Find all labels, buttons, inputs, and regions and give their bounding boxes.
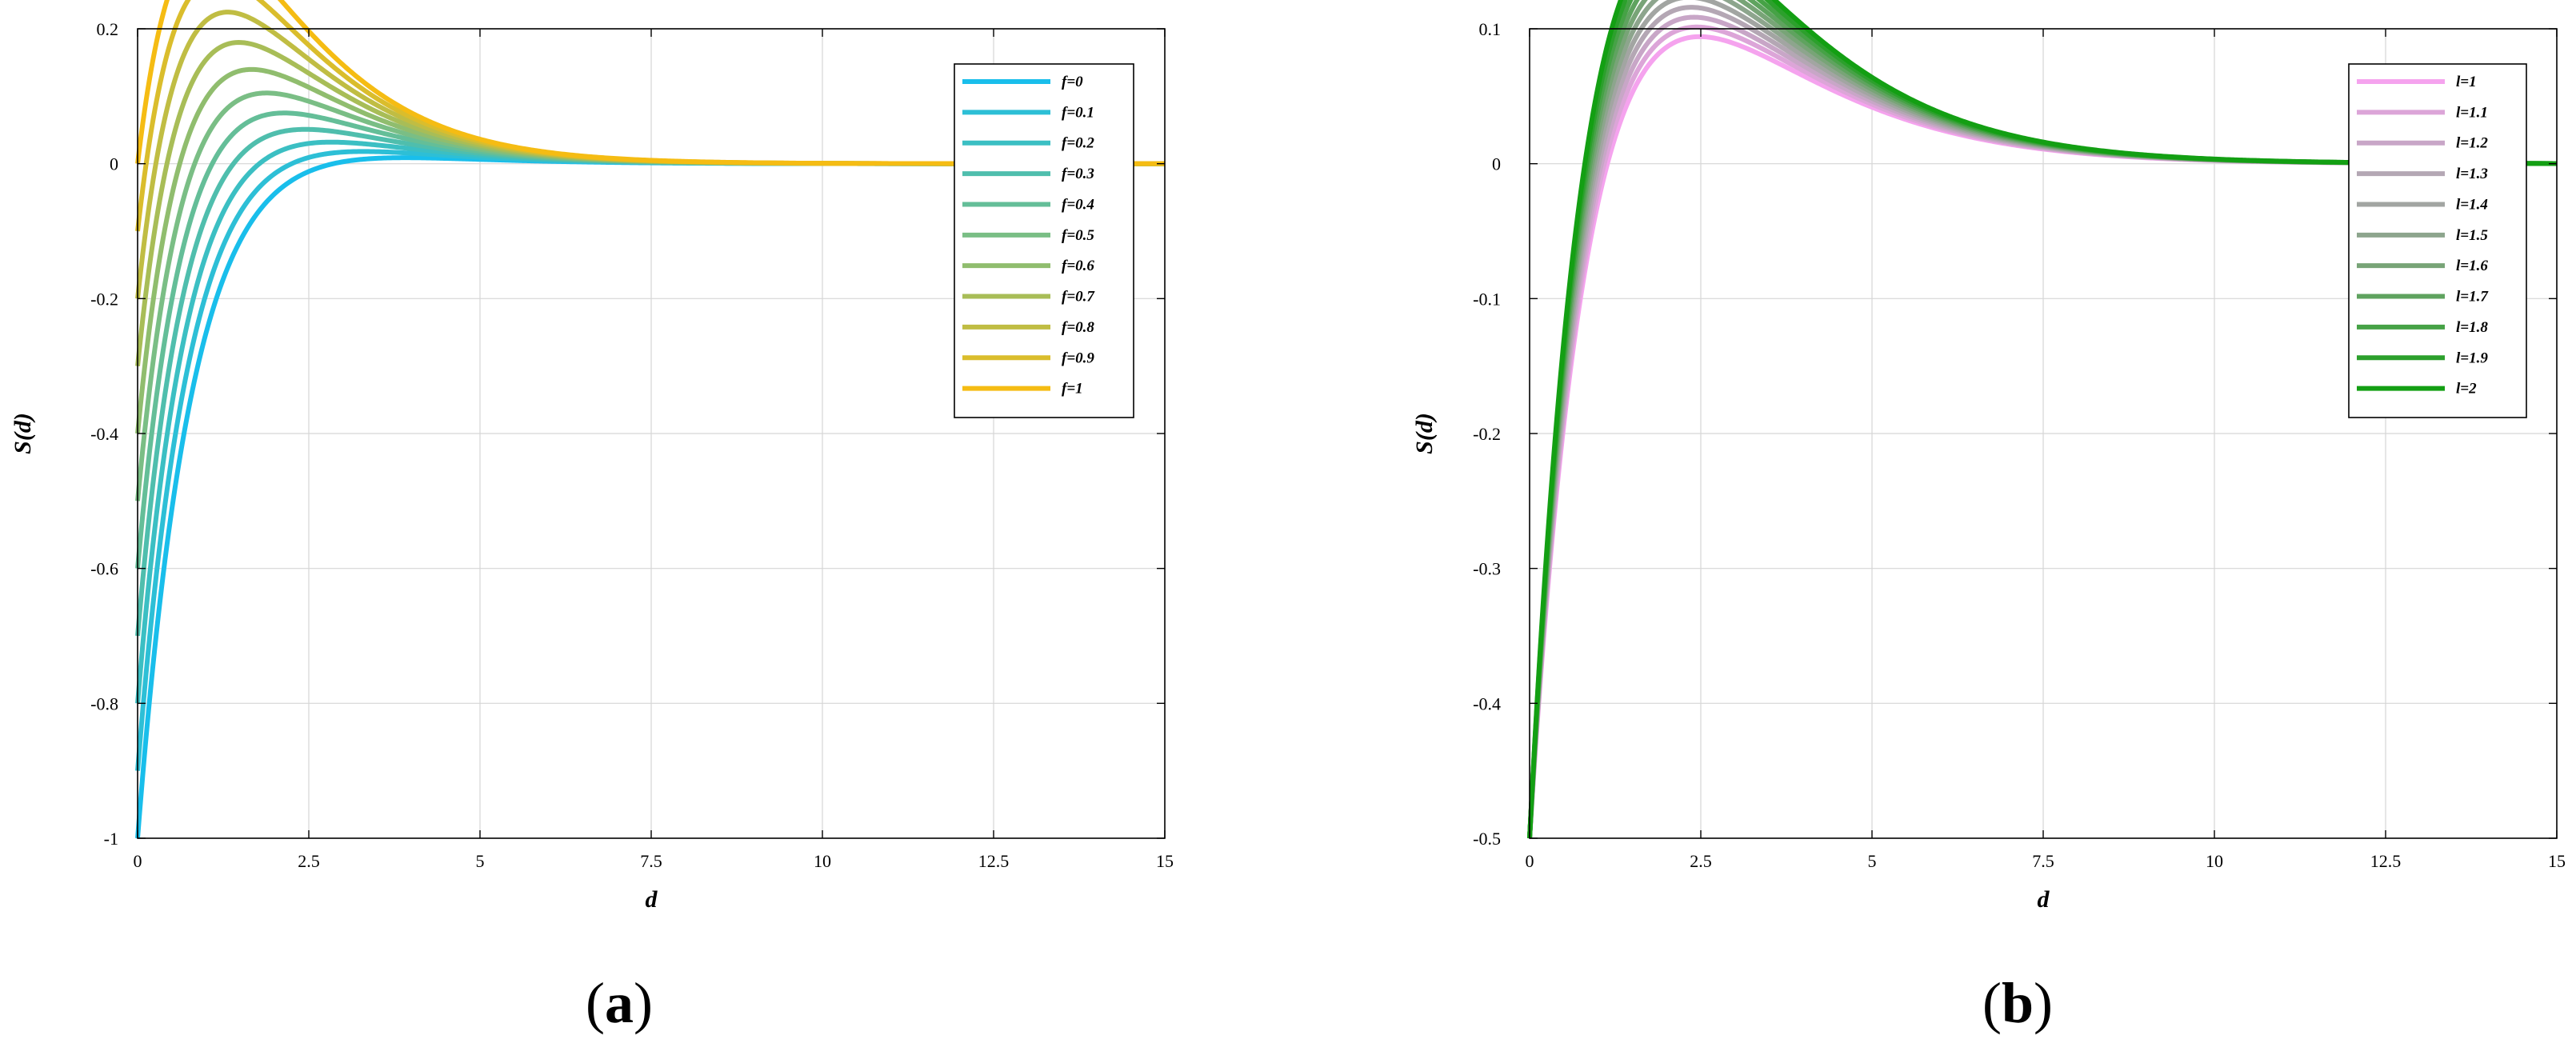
- legend-label-f=0.2: f=0.2: [1062, 135, 1094, 152]
- legend-label-l=1: l=1: [2456, 74, 2477, 90]
- legend-label-f=0.8: f=0.8: [1062, 319, 1094, 336]
- panel-label-b: (b): [1982, 971, 2053, 1035]
- chart-b: 0 2.5 5 7.5 10 12.5 15 -0.5 -0.4 -0.3 -0.2 -0.1 0 0.1…: [1411, 0, 2566, 913]
- y-tick-label: -0.4: [1473, 693, 1501, 713]
- legend-box: [2348, 63, 2527, 418]
- x-tick-label: 0: [1526, 851, 1534, 871]
- x-axis-label: d: [2038, 886, 2050, 913]
- x-tick-label: 5: [476, 851, 485, 871]
- y-axis-label: S(d): [1411, 413, 1438, 454]
- x-tick-label: 12.5: [978, 851, 1010, 871]
- x-tick-label: 7.5: [640, 851, 662, 871]
- legend-label-f=0.4: f=0.4: [1062, 196, 1094, 213]
- legend-label-l=1.9: l=1.9: [2456, 350, 2488, 366]
- x-axis-label: d: [646, 886, 658, 913]
- legend-label-l=1.6: l=1.6: [2456, 258, 2488, 274]
- legend-label-f=0.3: f=0.3: [1062, 166, 1094, 182]
- y-tick-label: -0.2: [90, 289, 118, 309]
- y-tick-label: 0.2: [97, 19, 119, 39]
- legend-label-f=0: f=0: [1062, 74, 1083, 90]
- panel-letter-b: b: [2002, 971, 2034, 1035]
- panel-paren-open-b: (: [1982, 971, 2002, 1035]
- legend-label-l=1.8: l=1.8: [2456, 319, 2488, 336]
- x-tick-label: 0: [134, 851, 142, 871]
- x-tick-label: 12.5: [2370, 851, 2402, 871]
- panel-paren-close-a: ): [634, 971, 653, 1035]
- legend-label-l=2: l=2: [2456, 381, 2477, 398]
- y-tick-label: 0: [1492, 154, 1501, 174]
- y-tick-label: -0.3: [1473, 559, 1501, 579]
- legend-label-l=1.3: l=1.3: [2456, 166, 2488, 182]
- legend-label-f=0.1: f=0.1: [1062, 104, 1094, 121]
- x-tick-label: 15: [1156, 851, 1174, 871]
- legend: f=0 f=0.1 f=0.2 f=0.3 f=0.4 f=0.5 f=0.6 f=0.7 f=…: [954, 63, 1134, 418]
- y-axis-label: S(d): [10, 413, 36, 454]
- x-tick-label: 2.5: [1690, 851, 1712, 871]
- legend-label-l=1.7: l=1.7: [2456, 289, 2489, 306]
- y-tick-label: 0.1: [1479, 19, 1502, 39]
- x-tick-label: 10: [814, 851, 831, 871]
- legend-label-f=0.5: f=0.5: [1062, 227, 1094, 244]
- y-tick-label: -0.1: [1473, 289, 1501, 309]
- legend-label-l=1.4: l=1.4: [2456, 196, 2488, 213]
- legend-label-l=1.2: l=1.2: [2456, 135, 2488, 152]
- y-tick-label: -0.4: [90, 424, 118, 444]
- panel-letter-a: a: [605, 971, 634, 1035]
- chart-a: 0 2.5 5 7.5 10 12.5 15 -1 -0.8 -0.6 -0.4 -0.2 0 0.2 d S…: [10, 0, 1174, 913]
- x-tick-label: 7.5: [2032, 851, 2054, 871]
- legend-label-f=0.6: f=0.6: [1062, 258, 1094, 274]
- x-tick-label: 2.5: [298, 851, 320, 871]
- legend-box: [954, 63, 1134, 418]
- legend-label-l=1.5: l=1.5: [2456, 227, 2488, 244]
- legend-label-l=1.1: l=1.1: [2456, 104, 2488, 121]
- panel-paren-close-b: ): [2034, 971, 2053, 1035]
- y-tick-label: -0.2: [1473, 424, 1501, 444]
- panel-label-a: (a): [586, 971, 653, 1035]
- x-tick-label: 10: [2206, 851, 2223, 871]
- y-tick-label: -0.6: [90, 559, 118, 579]
- y-tick-label: -1: [104, 829, 118, 849]
- legend-label-f=0.9: f=0.9: [1062, 350, 1094, 366]
- legend: l=1 l=1.1 l=1.2 l=1.3 l=1.4 l=1.5 l=1.6 l=1.7 l=…: [2348, 63, 2527, 418]
- panel-paren-open-a: (: [586, 971, 605, 1035]
- x-tick-label: 15: [2548, 851, 2566, 871]
- y-tick-label: 0: [110, 154, 118, 174]
- legend-label-f=0.7: f=0.7: [1062, 289, 1095, 306]
- y-tick-label: -0.5: [1473, 829, 1501, 849]
- y-tick-label: -0.8: [90, 693, 118, 713]
- legend-label-f=1: f=1: [1062, 381, 1083, 398]
- x-tick-label: 5: [1868, 851, 1877, 871]
